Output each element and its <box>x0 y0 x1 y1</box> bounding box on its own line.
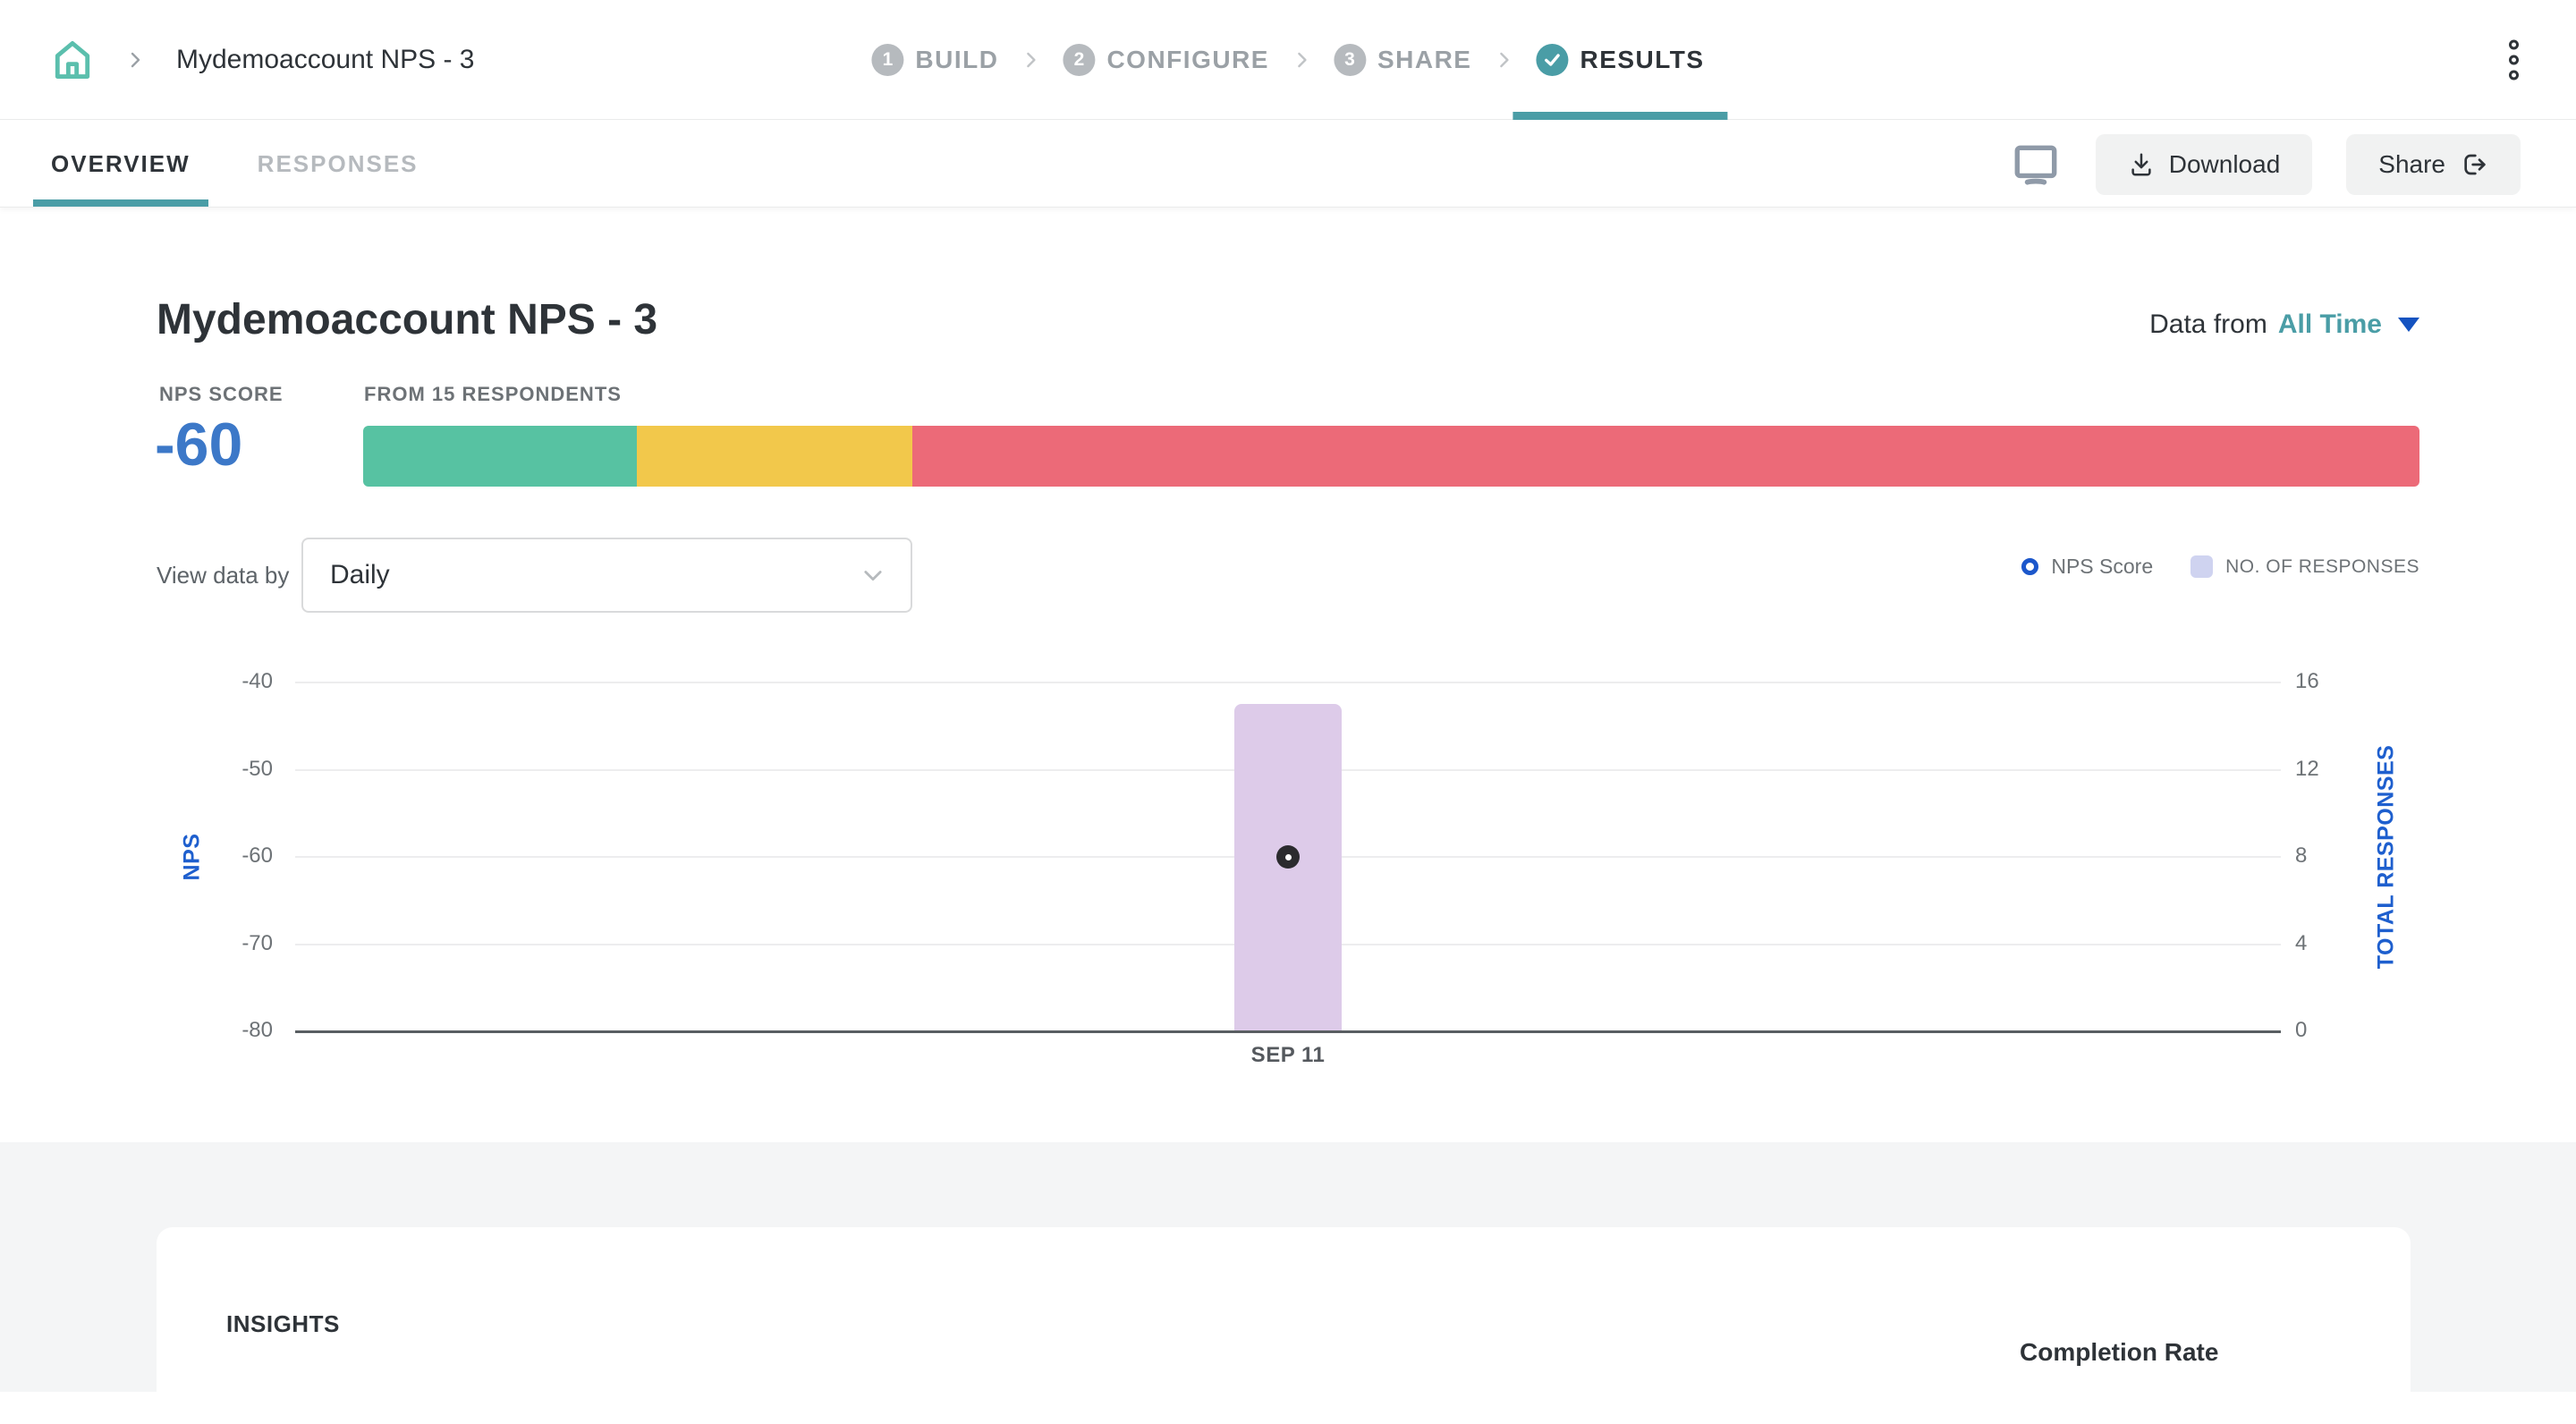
detractors-segment <box>911 426 2419 487</box>
right-axis-tick: 12 <box>2295 756 2319 781</box>
insights-title: INSIGHTS <box>226 1310 340 1337</box>
nps-score-value: -60 <box>155 411 243 479</box>
monitor-icon <box>2010 139 2062 191</box>
data-from-value: All Time <box>2277 309 2382 339</box>
step-1-circle: 1 <box>871 44 904 76</box>
right-axis-tick: 16 <box>2295 669 2319 693</box>
promoters-segment <box>363 426 637 487</box>
page-title: Mydemoaccount NPS - 3 <box>157 296 658 343</box>
chevron-down-icon <box>860 563 886 588</box>
left-axis-tick: -40 <box>242 669 273 693</box>
right-axis-tick: 0 <box>2295 1018 2308 1042</box>
lower-section: INSIGHTS Completion Rate <box>0 1142 2576 1424</box>
step-3-circle: 3 <box>1333 44 1366 76</box>
left-axis-tick: -50 <box>242 756 273 781</box>
gridline <box>295 856 2281 858</box>
data-from-dropdown[interactable]: Data from All Time <box>2149 309 2419 340</box>
select-value: Daily <box>330 560 390 589</box>
toolbar: OVERVIEW RESPONSES Download Share <box>0 121 2576 208</box>
right-axis-title: TOTAL RESPONSES <box>2373 744 2399 970</box>
breadcrumb-chevron-icon <box>124 49 146 71</box>
download-button[interactable]: Download <box>2095 133 2313 195</box>
view-data-by-select[interactable]: Daily <box>301 538 912 613</box>
step-chevron-icon <box>1291 49 1312 71</box>
step-share[interactable]: 3 SHARE <box>1333 0 1472 120</box>
step-chevron-icon <box>1020 49 1041 71</box>
share-button[interactable]: Share <box>2346 133 2521 195</box>
view-data-by-label: View data by <box>157 562 290 589</box>
workflow-steps: 1 BUILD 2 CONFIGURE 3 SHARE RESULTS <box>871 0 1728 120</box>
gridline <box>295 943 2281 945</box>
kebab-menu-icon[interactable] <box>2504 34 2524 85</box>
share-export-icon <box>2460 150 2488 179</box>
right-axis-tick: 4 <box>2295 930 2308 955</box>
tab-overview[interactable]: OVERVIEW <box>33 121 208 207</box>
left-axis-tick: -60 <box>242 843 273 868</box>
step-configure[interactable]: 2 CONFIGURE <box>1063 0 1269 120</box>
respondents-label: FROM 15 RESPONDENTS <box>364 383 622 405</box>
nps-score-label: NPS SCORE <box>159 383 284 405</box>
left-axis-tick: -80 <box>242 1018 273 1042</box>
home-icon <box>49 37 96 83</box>
tab-responses[interactable]: RESPONSES <box>257 149 419 177</box>
step-chevron-icon <box>1493 49 1514 71</box>
square-marker-icon <box>2190 555 2214 578</box>
left-axis-title: NPS <box>179 833 205 881</box>
left-axis-tick: -70 <box>242 930 273 955</box>
download-icon <box>2128 151 2155 178</box>
right-axis-tick: 8 <box>2295 843 2308 868</box>
x-axis-label: SEP 11 <box>1250 1043 1326 1067</box>
tab-bar: OVERVIEW RESPONSES <box>33 121 419 207</box>
nps-distribution-bar <box>363 426 2419 487</box>
home-button[interactable] <box>49 37 96 83</box>
step-build[interactable]: 1 BUILD <box>871 0 998 120</box>
completion-rate-title: Completion Rate <box>2020 1338 2219 1366</box>
responses-bar <box>1234 704 1342 1030</box>
step-results[interactable]: RESULTS <box>1513 0 1728 120</box>
nps-score-point <box>1276 845 1300 869</box>
gridline <box>295 768 2281 771</box>
legend-nps-score[interactable]: NPS Score <box>2021 555 2153 579</box>
step-2-circle: 2 <box>1063 44 1096 76</box>
insights-card: INSIGHTS Completion Rate <box>157 1227 2411 1424</box>
gridline <box>295 1030 2281 1033</box>
gridline <box>295 682 2281 683</box>
breadcrumb: Mydemoaccount NPS - 3 <box>176 44 475 74</box>
ring-marker-icon <box>2021 558 2039 575</box>
chart-legend: NPS Score NO. OF RESPONSES <box>2021 555 2419 579</box>
presentation-mode-button[interactable] <box>2010 139 2062 191</box>
caret-down-icon <box>2398 318 2419 332</box>
top-header: Mydemoaccount NPS - 3 1 BUILD 2 CONFIGUR… <box>0 0 2576 120</box>
legend-no-of-responses[interactable]: NO. OF RESPONSES <box>2190 555 2419 578</box>
data-from-label: Data from <box>2149 309 2267 339</box>
passives-segment <box>636 426 912 487</box>
check-circle-icon <box>1536 44 1569 76</box>
